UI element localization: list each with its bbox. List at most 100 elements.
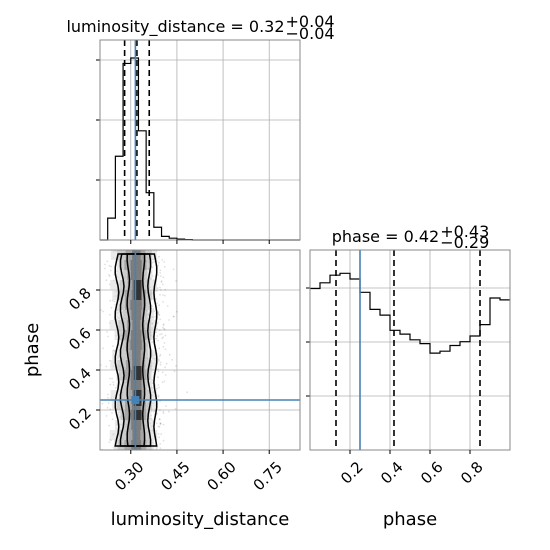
joint-sample-point xyxy=(159,447,162,449)
joint-sample-point xyxy=(109,383,112,386)
joint-sample-point xyxy=(105,279,108,282)
joint-density-cell xyxy=(131,330,142,340)
joint-sample-point xyxy=(112,381,115,384)
joint-sample-point xyxy=(109,269,112,272)
joint-sample-point xyxy=(160,281,163,283)
joint-ytick-label: 0.4 xyxy=(65,364,95,394)
joint-sample-point xyxy=(161,371,164,374)
joint-sample-point xyxy=(155,422,158,425)
ld-panel-bg xyxy=(100,40,300,240)
joint-sample-point xyxy=(108,441,111,443)
joint-sample-point xyxy=(168,319,171,321)
joint-sample-point xyxy=(111,412,113,414)
joint-sample-point xyxy=(151,305,153,308)
ld-panel-frame xyxy=(99,39,301,241)
joint-sample-point xyxy=(186,391,189,394)
joint-ytick-label: 0.6 xyxy=(65,324,95,354)
joint-sample-point xyxy=(159,286,161,289)
joint-sample-point xyxy=(158,255,161,258)
joint-sample-point xyxy=(159,289,162,291)
joint-xlabel: luminosity_distance xyxy=(111,509,290,530)
joint-sample-point xyxy=(159,275,162,277)
joint-sample-point xyxy=(155,447,158,450)
joint-sample-point xyxy=(111,418,114,421)
joint-sample-point xyxy=(157,264,160,267)
joint-sample-point xyxy=(163,261,166,263)
joint-xtick-label: 0.45 xyxy=(157,458,193,494)
joint-sample-point xyxy=(155,337,158,340)
joint-sample-point xyxy=(158,304,161,307)
joint-sample-point xyxy=(162,323,165,325)
joint-sample-point xyxy=(172,315,175,318)
joint-sample-point xyxy=(157,368,160,371)
joint-sample-point xyxy=(153,260,156,263)
joint-sample-point xyxy=(159,333,161,336)
joint-sample-point xyxy=(164,334,167,337)
joint-sample-point xyxy=(159,422,162,425)
joint-sample-point xyxy=(107,402,110,405)
joint-sample-point xyxy=(114,303,117,306)
joint-sample-point xyxy=(112,345,114,347)
joint-sample-point xyxy=(105,365,108,368)
joint-sample-point xyxy=(155,290,158,292)
joint-density-core xyxy=(133,410,142,420)
joint-sample-point xyxy=(158,261,160,264)
ld-title-main: luminosity_distance = 0.32 xyxy=(66,17,284,37)
joint-sample-point xyxy=(112,299,114,302)
joint-ylabel: phase xyxy=(22,323,43,377)
joint-sample-point xyxy=(102,310,104,313)
joint-sample-point xyxy=(157,395,160,398)
joint-sample-point xyxy=(162,326,164,329)
joint-panel-frame xyxy=(99,249,301,451)
joint-sample-point xyxy=(156,302,159,304)
joint-sample-point xyxy=(159,361,162,364)
joint-sample-point xyxy=(165,362,168,365)
joint-density-core xyxy=(133,280,142,300)
joint-sample-point xyxy=(102,347,104,350)
joint-density-cell xyxy=(132,320,141,330)
joint-sample-point xyxy=(175,310,178,313)
joint-density-cell xyxy=(132,250,141,260)
joint-sample-point xyxy=(109,408,112,410)
ph-panel-frame xyxy=(309,249,511,451)
joint-sample-point xyxy=(161,283,164,286)
joint-sample-point xyxy=(159,409,161,411)
joint-sample-point xyxy=(109,299,112,302)
joint-sample-point xyxy=(157,358,160,361)
joint-sample-point xyxy=(157,311,160,314)
joint-sample-point xyxy=(157,425,160,428)
joint-contour-outer xyxy=(114,253,158,447)
ph-title-lower: −0.29 xyxy=(440,233,489,252)
ph-xtick-label: 0.8 xyxy=(457,458,487,488)
joint-sample-point xyxy=(162,324,165,327)
ph-xtick-label: 0.6 xyxy=(417,458,447,488)
joint-density-core xyxy=(133,366,142,380)
joint-sample-point xyxy=(163,265,166,268)
joint-sample-point xyxy=(162,276,165,279)
joint-sample-point xyxy=(154,315,157,318)
joint-sample-point xyxy=(161,381,164,384)
joint-density-cell xyxy=(132,360,141,370)
joint-sample-point xyxy=(156,335,159,337)
joint-sample-point xyxy=(159,353,162,356)
ph-xlabel: phase xyxy=(383,509,437,530)
joint-sample-point xyxy=(162,294,164,296)
joint-sample-point xyxy=(162,439,165,442)
joint-sample-point xyxy=(175,365,177,367)
joint-sample-point xyxy=(162,301,164,303)
joint-sample-point xyxy=(168,353,171,356)
joint-sample-point xyxy=(106,406,109,409)
joint-sample-point xyxy=(108,265,111,267)
joint-sample-point xyxy=(157,376,159,379)
joint-sample-point xyxy=(161,259,164,261)
ph-title-upper: +0.43 xyxy=(440,222,489,241)
ph-xtick-label: 0.2 xyxy=(337,458,367,488)
joint-sample-point xyxy=(108,283,111,286)
joint-sample-point xyxy=(175,280,177,282)
joint-sample-point xyxy=(114,386,117,389)
joint-sample-point xyxy=(162,412,165,415)
ph-histogram-step xyxy=(310,272,510,354)
joint-sample-point xyxy=(162,336,165,338)
joint-sample-point xyxy=(160,280,163,282)
joint-sample-point xyxy=(164,366,167,369)
